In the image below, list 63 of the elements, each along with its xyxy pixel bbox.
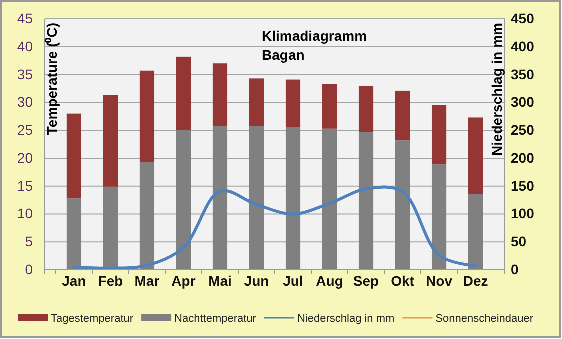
bar: [212, 64, 228, 126]
legend-label: Nachttemperatur: [174, 313, 257, 325]
y-tick-label: 15: [17, 178, 34, 194]
y-tick-label: 40: [17, 38, 34, 54]
y-tick-label: 25: [17, 122, 34, 138]
bar: [176, 56, 192, 130]
bar: [395, 90, 410, 141]
legend-label: Sonnenscheindauer: [436, 313, 534, 325]
y-tick-label: 30: [17, 94, 34, 110]
bar: [322, 84, 338, 129]
x-tick-label: Jun: [244, 272, 270, 289]
x-tick-label: Mar: [134, 272, 160, 289]
y-tick-label: 5: [25, 234, 34, 250]
bar: [358, 86, 374, 132]
y2-tick-label: 250: [511, 122, 535, 138]
text: Bagan: [262, 47, 305, 63]
y-tick-label: 35: [17, 66, 34, 82]
y2-tick-label: 350: [511, 66, 535, 82]
y-tick-label: 45: [17, 10, 34, 26]
x-tick-label: Feb: [98, 272, 124, 289]
bar: [140, 70, 155, 162]
y2-axis-title: Niederschlag in mm: [489, 23, 505, 156]
bar: [103, 95, 118, 187]
x-tick-label: Okt: [391, 272, 415, 289]
y-axis-title: Temperature (⁰C): [44, 23, 60, 136]
x-tick-label: Dez: [463, 272, 488, 289]
bar: [432, 164, 447, 270]
y2-tick-label: 450: [511, 10, 535, 26]
bar: [286, 80, 301, 128]
x-tick-label: Jan: [62, 272, 86, 289]
bar: [358, 132, 374, 270]
y-tick-label: 10: [17, 206, 34, 222]
bar: [66, 198, 82, 270]
bar: [212, 126, 228, 270]
legend-label: Niederschlag in mm: [297, 313, 395, 325]
legend-label: Tagestemperatur: [51, 313, 134, 325]
text: Klimadiagramm: [262, 28, 368, 44]
x-tick-label: Apr: [172, 272, 196, 289]
bar: [468, 118, 484, 194]
bar: [176, 130, 192, 270]
bar: [432, 105, 447, 165]
x-tick-label: Aug: [316, 272, 344, 289]
x-tick-label: Jul: [283, 272, 304, 289]
y2-tick-label: 0: [511, 261, 519, 278]
bar: [286, 127, 301, 270]
y2-tick-label: 400: [511, 38, 535, 54]
bar: [249, 126, 264, 270]
x-tick-label: Nov: [426, 272, 453, 289]
y2-tick-label: 50: [511, 234, 527, 250]
y-tick-label: 0: [25, 261, 34, 278]
bar: [140, 162, 155, 270]
bar: [249, 78, 264, 126]
y2-tick-label: 100: [511, 206, 535, 222]
y2-tick-label: 300: [511, 94, 535, 110]
bar: [322, 128, 338, 270]
y-tick-label: 20: [17, 150, 34, 166]
x-tick-label: Mai: [208, 272, 232, 289]
y2-tick-label: 150: [511, 178, 535, 194]
x-tick-label: Sep: [353, 272, 380, 289]
y2-tick-label: 200: [511, 150, 535, 166]
bar: [468, 194, 484, 270]
bar: [66, 114, 82, 199]
bar: [395, 140, 410, 270]
